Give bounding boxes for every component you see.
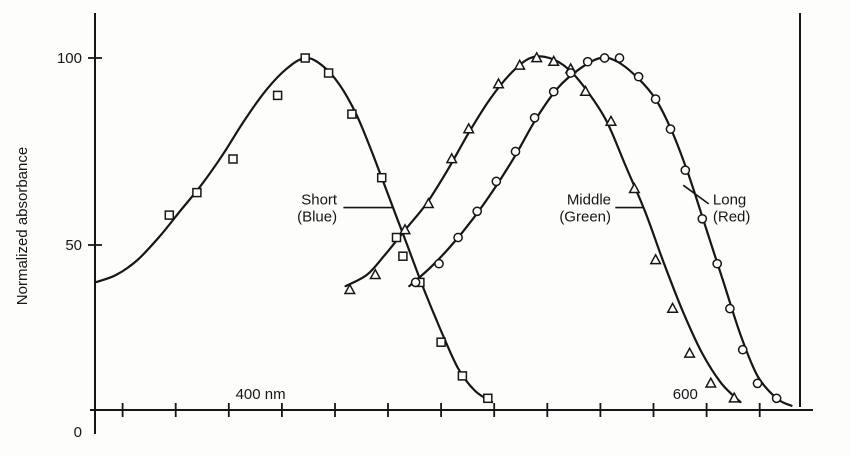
- triangle-marker: [462, 122, 475, 134]
- square-marker: [436, 337, 446, 347]
- square-marker: [192, 187, 202, 198]
- circle-marker: [472, 206, 483, 217]
- y-tick-label: 50: [65, 237, 82, 254]
- triangle-marker: [683, 346, 696, 358]
- triangle-marker: [579, 84, 592, 97]
- triangle-marker: [704, 376, 717, 388]
- ticks: [88, 57, 761, 417]
- annotation-label: Long (Red): [713, 192, 751, 226]
- circle-marker: [599, 53, 610, 63]
- triangle-marker: [422, 197, 435, 209]
- triangle-marker: [628, 182, 641, 194]
- circle-marker: [548, 86, 559, 97]
- square-marker: [483, 393, 493, 404]
- circle-marker: [633, 71, 644, 82]
- circle-marker: [737, 344, 748, 355]
- square-marker: [398, 251, 408, 261]
- x-axis-label: 400 nm: [236, 386, 286, 403]
- square-marker: [164, 210, 175, 220]
- triangle-marker: [666, 301, 679, 313]
- circle-marker: [697, 213, 708, 224]
- circle-marker: [725, 303, 735, 314]
- annotation-label: Short (Blue): [297, 192, 338, 226]
- square-marker: [347, 109, 357, 119]
- triangle-marker: [547, 54, 560, 67]
- square-marker: [300, 53, 310, 63]
- axes: [90, 13, 813, 434]
- square-marker: [272, 90, 283, 101]
- triangle-marker: [398, 223, 412, 235]
- annotation-short-blue: Short (Blue): [297, 192, 393, 226]
- leader-line: [682, 184, 710, 205]
- triangle-marker: [604, 114, 618, 126]
- x-axis-label: 600: [673, 386, 698, 403]
- circle-marker: [582, 56, 593, 67]
- square-marker: [323, 68, 334, 78]
- circle-marker: [614, 53, 625, 63]
- curve-middle-green: [344, 55, 742, 404]
- circle-marker: [529, 112, 540, 123]
- square-marker: [391, 232, 402, 243]
- circle-marker: [771, 393, 782, 404]
- triangle-marker: [343, 283, 356, 295]
- triangle-marker: [728, 391, 741, 403]
- y-axis-title: Normalized absorbance: [14, 147, 31, 305]
- triangle-marker: [649, 253, 662, 265]
- circle-marker: [453, 232, 463, 243]
- triangle-marker: [369, 268, 382, 280]
- circle-marker: [510, 146, 521, 157]
- triangle-marker: [513, 58, 526, 70]
- annotation-label: Middle (Green): [559, 192, 611, 226]
- axis-labels: 100 50 0 400 nm 600 Normalized absorbance: [14, 50, 698, 441]
- curve-short-blue: [93, 56, 494, 404]
- y-tick-label: 0: [74, 424, 82, 441]
- circle-marker: [752, 378, 763, 389]
- circle-marker: [434, 258, 444, 269]
- y-tick-label: 100: [57, 50, 82, 67]
- circle-marker: [650, 94, 661, 104]
- markers-long-red: [410, 53, 782, 404]
- circle-marker: [712, 258, 723, 269]
- circle-marker: [665, 124, 676, 134]
- triangle-marker: [445, 152, 458, 164]
- circle-marker: [491, 176, 502, 187]
- triangle-marker: [492, 77, 505, 89]
- annotations: Short (Blue) Middle (Green) Long (Red): [297, 184, 751, 226]
- annotation-long-red: Long (Red): [682, 184, 751, 226]
- circle-marker: [410, 277, 421, 288]
- square-marker: [228, 154, 238, 164]
- square-marker: [457, 371, 468, 381]
- circle-marker: [565, 68, 576, 78]
- triangle-marker: [530, 51, 543, 63]
- annotation-middle-green: Middle (Green): [559, 192, 643, 226]
- circle-marker: [680, 165, 691, 176]
- square-marker: [376, 172, 387, 183]
- series-markers: [164, 51, 782, 404]
